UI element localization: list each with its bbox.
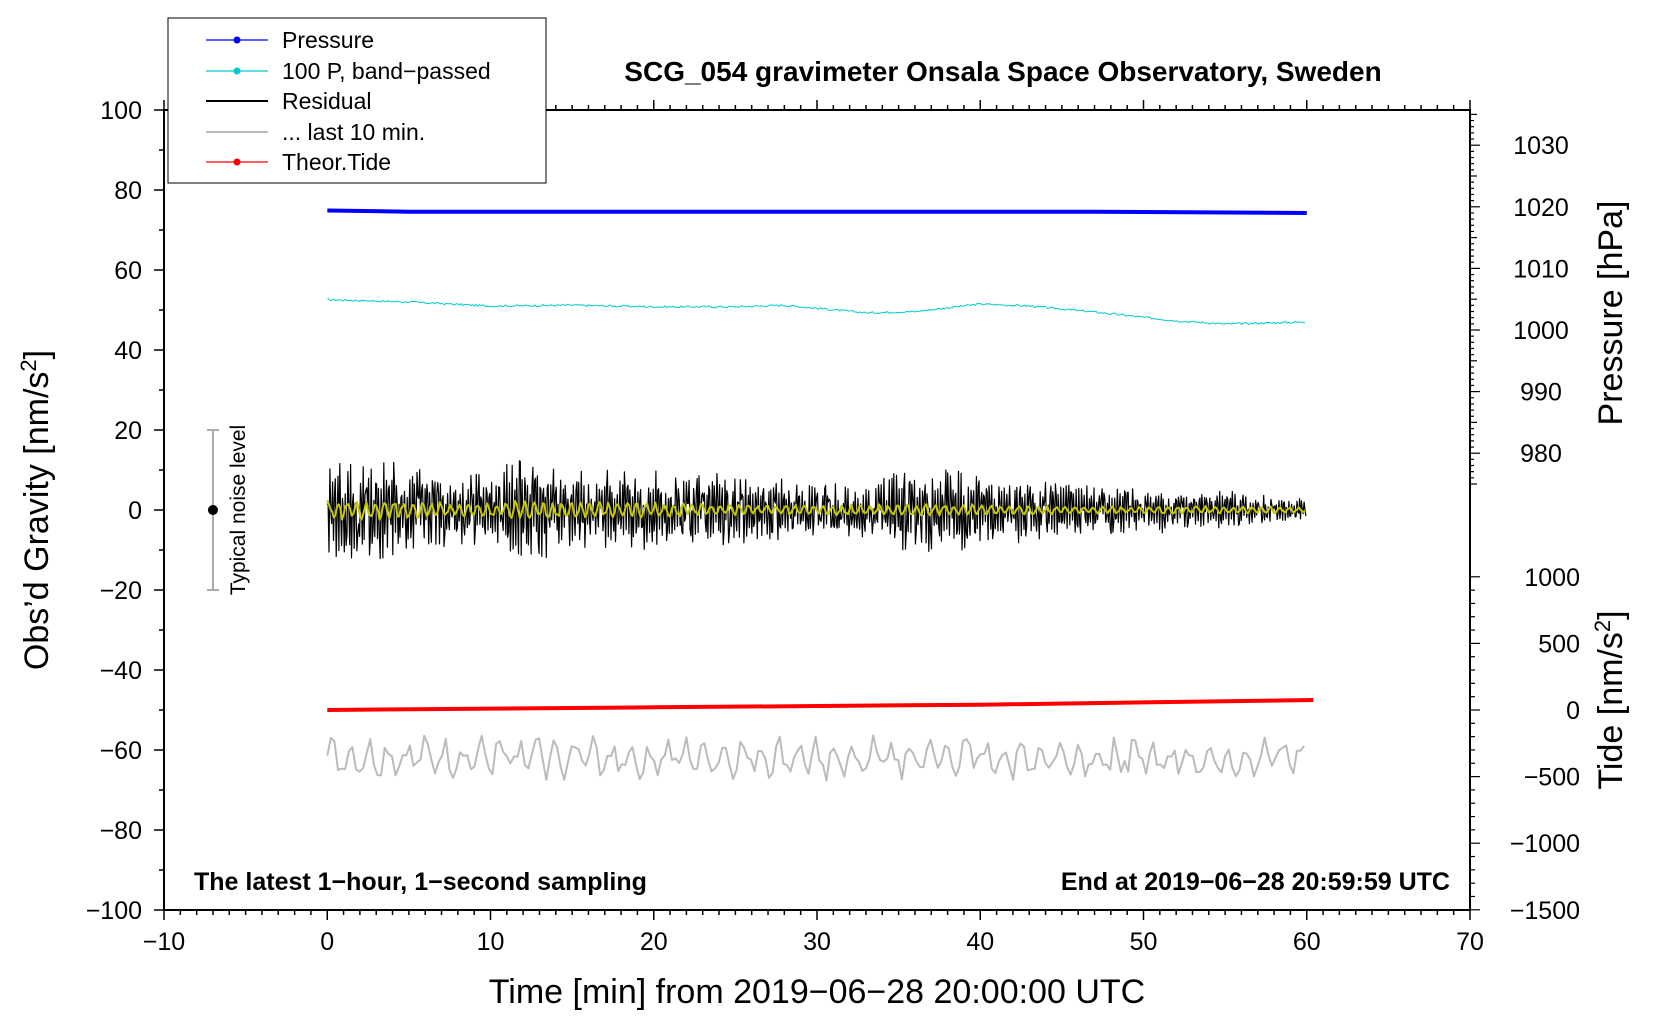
noise-bar-label: Typical noise level bbox=[227, 425, 250, 595]
x-tick-label: 60 bbox=[1293, 928, 1321, 956]
x-tick-label: 10 bbox=[477, 928, 505, 956]
legend-label-residual: Residual bbox=[282, 88, 372, 114]
tide-tick-label: 500 bbox=[1538, 630, 1580, 658]
tide-tick-label: −1000 bbox=[1510, 830, 1580, 858]
series-last10min-line bbox=[326, 734, 1305, 782]
noise-bar: Typical noise level bbox=[206, 425, 250, 595]
x-tick-label: 50 bbox=[1130, 928, 1158, 956]
y-tick-label: 60 bbox=[114, 257, 142, 285]
pressure-tick-label: 1000 bbox=[1513, 317, 1569, 345]
pressure-tick-label: 990 bbox=[1520, 379, 1562, 407]
legend-label-bandpassed: 100 P, band−passed bbox=[282, 58, 491, 84]
y-tick-label: 20 bbox=[114, 417, 142, 445]
y-axis-tide: −1500 −1000 −500 0 500 1000 bbox=[1470, 564, 1580, 925]
y-tick-label: −80 bbox=[100, 817, 142, 845]
pressure-tick-label: 1020 bbox=[1513, 194, 1569, 222]
legend-label-last10: ... last 10 min. bbox=[282, 119, 425, 145]
tide-tick-label: 0 bbox=[1566, 697, 1580, 725]
y-tick-label: 80 bbox=[114, 177, 142, 205]
pressure-tick-label: 1030 bbox=[1513, 132, 1569, 160]
y-axis-label: Obs’d Gravity [nm/s2] bbox=[16, 350, 57, 670]
y-tick-label: −60 bbox=[100, 737, 142, 765]
x-axis-label: Time [min] from 2019−06−28 20:00:00 UTC bbox=[489, 973, 1145, 1011]
y-tick-label: −20 bbox=[100, 577, 142, 605]
noise-bar-point bbox=[207, 505, 218, 515]
y-tick-label: −100 bbox=[86, 897, 142, 925]
legend-marker-pressure bbox=[233, 36, 241, 44]
series-residual-smoothed-line bbox=[326, 499, 1306, 521]
legend: Pressure 100 P, band−passed Residual ...… bbox=[167, 17, 547, 184]
series-bandpassed-line bbox=[327, 298, 1306, 325]
x-tick-label: 0 bbox=[320, 928, 334, 956]
y-tick-label: −40 bbox=[100, 657, 142, 685]
pressure-axis-label: Pressure [hPa] bbox=[1592, 201, 1630, 426]
series-pressure-line bbox=[327, 208, 1307, 215]
pressure-tick-label: 1010 bbox=[1513, 255, 1569, 283]
tide-tick-label: 1000 bbox=[1524, 564, 1580, 592]
tide-tick-label: −500 bbox=[1524, 764, 1580, 792]
series-group bbox=[326, 208, 1314, 782]
y-tick-label: 0 bbox=[128, 497, 142, 525]
y-tick-label: 100 bbox=[100, 97, 142, 125]
annotation-left: The latest 1−hour, 1−second sampling bbox=[194, 868, 647, 896]
x-tick-label: 30 bbox=[803, 928, 831, 956]
annotation-right: End at 2019−06−28 20:59:59 UTC bbox=[1061, 868, 1450, 896]
x-tick-label: 20 bbox=[640, 928, 668, 956]
pressure-tick-label: 980 bbox=[1520, 440, 1562, 468]
legend-label-pressure: Pressure bbox=[282, 27, 374, 53]
legend-marker-tide bbox=[233, 158, 241, 166]
tide-tick-label: −1500 bbox=[1510, 897, 1580, 925]
legend-label-tide: Theor.Tide bbox=[282, 149, 391, 175]
x-tick-label: 40 bbox=[966, 928, 994, 956]
series-tide-line bbox=[327, 698, 1314, 712]
x-tick-label: −10 bbox=[143, 928, 185, 956]
y-tick-label: 40 bbox=[114, 337, 142, 365]
legend-marker-bandpassed bbox=[233, 67, 241, 75]
chart-title: SCG_054 gravimeter Onsala Space Observat… bbox=[624, 56, 1381, 87]
x-tick-label: 70 bbox=[1456, 928, 1484, 956]
y-axis-pressure: 980 990 1000 1010 1020 1030 bbox=[1470, 113, 1569, 485]
y-axis-left: −100 −80 −60 −40 −20 0 20 40 60 80 100 bbox=[86, 97, 164, 925]
tide-axis-label: Tide [nm/s2] bbox=[1590, 610, 1631, 789]
